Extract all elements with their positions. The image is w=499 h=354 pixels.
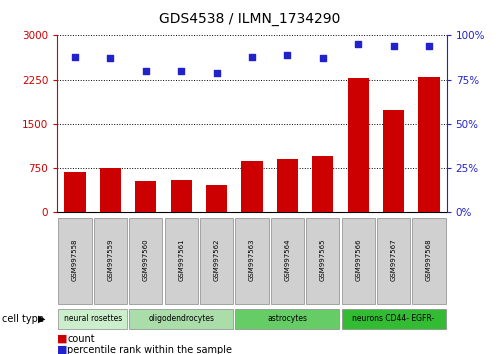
- Text: neural rosettes: neural rosettes: [64, 314, 122, 324]
- Bar: [306, 218, 339, 304]
- Bar: [383, 110, 404, 212]
- Text: GSM997564: GSM997564: [284, 238, 290, 280]
- Text: GDS4538 / ILMN_1734290: GDS4538 / ILMN_1734290: [159, 12, 340, 27]
- Bar: [206, 185, 227, 212]
- Text: GSM997560: GSM997560: [143, 238, 149, 281]
- Text: GSM997562: GSM997562: [214, 238, 220, 280]
- Bar: [312, 156, 333, 212]
- Point: [425, 43, 433, 49]
- Text: astrocytes: astrocytes: [267, 314, 307, 324]
- Bar: [271, 218, 304, 304]
- Point: [213, 70, 221, 75]
- Text: GSM997559: GSM997559: [107, 238, 113, 280]
- Text: GSM997566: GSM997566: [355, 238, 361, 281]
- Bar: [200, 218, 233, 304]
- Bar: [165, 218, 198, 304]
- Text: GSM997561: GSM997561: [178, 238, 184, 281]
- Text: percentile rank within the sample: percentile rank within the sample: [67, 345, 233, 354]
- Bar: [412, 218, 446, 304]
- Bar: [236, 218, 268, 304]
- Point: [283, 52, 291, 58]
- Text: ■: ■: [57, 334, 68, 344]
- Bar: [277, 159, 298, 212]
- Bar: [64, 172, 86, 212]
- Text: GSM997568: GSM997568: [426, 238, 432, 281]
- Text: GSM997565: GSM997565: [320, 238, 326, 280]
- Bar: [341, 218, 375, 304]
- Bar: [135, 181, 157, 212]
- Point: [390, 43, 398, 49]
- Text: GSM997567: GSM997567: [391, 238, 397, 281]
- Bar: [129, 218, 163, 304]
- Text: ▶: ▶: [37, 314, 45, 324]
- Text: cell type: cell type: [2, 314, 44, 324]
- Point: [106, 56, 114, 61]
- Point: [177, 68, 185, 74]
- Point: [319, 56, 327, 61]
- Bar: [94, 218, 127, 304]
- Text: neurons CD44- EGFR-: neurons CD44- EGFR-: [352, 314, 435, 324]
- Bar: [341, 309, 446, 329]
- Bar: [58, 309, 127, 329]
- Bar: [347, 78, 369, 212]
- Point: [71, 54, 79, 59]
- Bar: [129, 309, 233, 329]
- Bar: [377, 218, 410, 304]
- Text: oligodendrocytes: oligodendrocytes: [148, 314, 214, 324]
- Text: count: count: [67, 334, 95, 344]
- Point: [248, 54, 256, 59]
- Point: [142, 68, 150, 74]
- Text: ■: ■: [57, 345, 68, 354]
- Text: GSM997563: GSM997563: [249, 238, 255, 281]
- Bar: [242, 161, 262, 212]
- Point: [354, 41, 362, 47]
- Text: GSM997558: GSM997558: [72, 238, 78, 280]
- Bar: [236, 309, 339, 329]
- Bar: [58, 218, 92, 304]
- Bar: [100, 167, 121, 212]
- Bar: [171, 180, 192, 212]
- Bar: [418, 77, 440, 212]
